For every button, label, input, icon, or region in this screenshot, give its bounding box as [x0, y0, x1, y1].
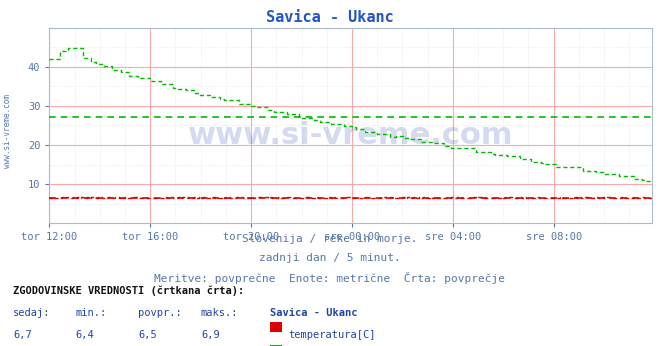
Text: www.si-vreme.com: www.si-vreme.com — [3, 94, 13, 169]
Text: Meritve: povprečne  Enote: metrične  Črta: povprečje: Meritve: povprečne Enote: metrične Črta:… — [154, 272, 505, 284]
Text: Savica - Ukanc: Savica - Ukanc — [266, 10, 393, 25]
Text: 6,9: 6,9 — [201, 330, 219, 340]
Text: zadnji dan / 5 minut.: zadnji dan / 5 minut. — [258, 253, 401, 263]
Text: Slovenija / reke in morje.: Slovenija / reke in morje. — [242, 234, 417, 244]
Text: www.si-vreme.com: www.si-vreme.com — [188, 121, 513, 150]
Text: maks.:: maks.: — [201, 308, 239, 318]
Text: Savica - Ukanc: Savica - Ukanc — [270, 308, 358, 318]
Text: 6,5: 6,5 — [138, 330, 157, 340]
Text: povpr.:: povpr.: — [138, 308, 182, 318]
Text: min.:: min.: — [76, 308, 107, 318]
Text: 6,4: 6,4 — [76, 330, 94, 340]
Text: sedaj:: sedaj: — [13, 308, 51, 318]
Text: temperatura[C]: temperatura[C] — [289, 330, 376, 340]
Text: 6,7: 6,7 — [13, 330, 32, 340]
Text: ZGODOVINSKE VREDNOSTI (črtkana črta):: ZGODOVINSKE VREDNOSTI (črtkana črta): — [13, 285, 244, 296]
